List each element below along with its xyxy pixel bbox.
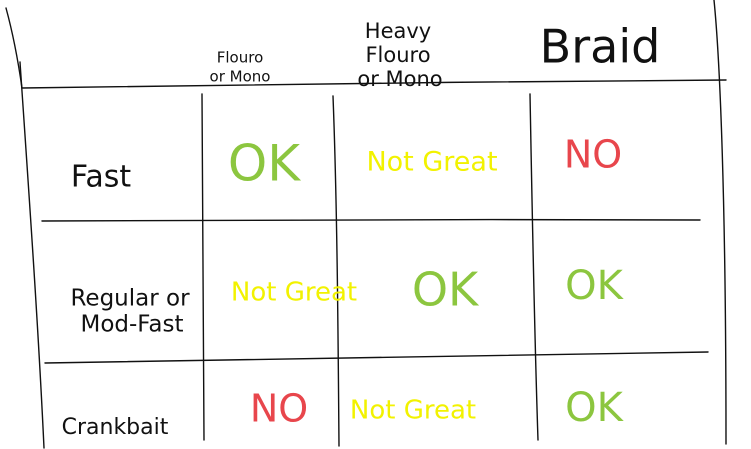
cell: Not Great [350,396,476,426]
column-line [332,95,340,447]
column-header: Flouro [365,43,430,67]
table-lines [5,0,727,449]
column-header: Heavy [365,19,431,43]
row-label: Mod-Fast [80,312,183,338]
cell: NO [250,387,308,431]
column-header: Braid [540,20,661,74]
border [5,7,23,89]
column-header: or Mono [210,68,271,86]
row-label: Crankbait [62,415,169,440]
column-header: Flouro [217,49,264,67]
row-label: Regular or [70,286,190,312]
cell: Not Great [366,147,497,178]
cell: OK [228,135,301,193]
cell: OK [412,263,480,317]
border [21,79,727,89]
column-line [201,93,205,441]
border [713,0,727,445]
cells: OK Not Great NO Not Great OK OK NO Not G… [228,133,625,432]
cell: OK [565,263,624,309]
border [19,61,45,449]
cell: NO [564,133,622,177]
row-line [44,351,709,364]
row-labels: Fast Regular or Mod-Fast Crankbait [62,160,190,441]
column-line [529,93,539,441]
cell: OK [565,385,624,431]
column-headers: Flouro or Mono Heavy Flouro or Mono Brai… [210,19,661,91]
row-line [41,218,701,222]
row-label: Fast [71,160,132,195]
cell: Not Great [231,278,357,308]
column-header: or Mono [357,67,442,91]
